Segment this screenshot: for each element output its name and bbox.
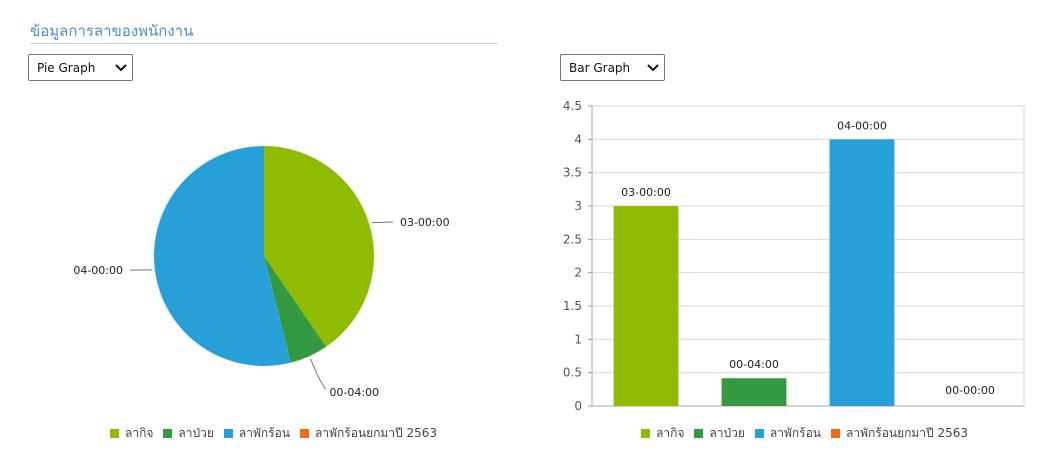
y-tick-label: 4 — [574, 132, 582, 146]
pie-slice — [264, 256, 327, 363]
legend-item[interactable]: ลาพักร้อน — [223, 424, 290, 443]
y-tick-label: 1 — [574, 332, 582, 346]
pie-slice — [154, 146, 291, 366]
y-tick-label: 4.5 — [563, 99, 582, 113]
y-tick-label: 2 — [574, 266, 582, 280]
bar-data-label: 03-00:00 — [621, 186, 671, 199]
legend-item[interactable]: ลาพักร้อน — [754, 424, 821, 443]
pie-chart: 03-00:00 00-04:00 04-00:00 — [73, 146, 450, 399]
section-title: ข้อมูลการลาของพนักงาน — [30, 19, 498, 44]
legend-label: ลาพักร้อน — [238, 426, 290, 440]
y-tick-label: 3 — [574, 199, 582, 213]
legend-swatch — [300, 429, 309, 438]
legend-label: ลากิจ — [125, 426, 154, 440]
chart-type-select-pie[interactable]: Pie Graph — [28, 54, 133, 81]
legend-item[interactable]: ลาพักร้อนยกมาปี 2563 — [300, 424, 437, 443]
legend-swatch — [694, 429, 704, 438]
legend-swatch — [223, 429, 233, 438]
legend-label: ลาพักร้อนยกมาปี 2563 — [315, 426, 438, 440]
legend-label: ลากิจ — [656, 426, 685, 440]
pie-data-label: 00-04:00 — [329, 386, 379, 399]
select-value: Pie Graph — [37, 60, 96, 75]
y-tick-label: 0.5 — [563, 366, 582, 380]
bar — [829, 139, 895, 407]
bar-legend: ลากิจ ลาป่วย ลาพักร้อน ลาพักร้อนยกมาปี 2563 — [641, 424, 978, 443]
bar-chart: 0 0.5 1 1.5 2 2.5 3 3.5 4 4.5 03-00:00 00-04:00 04-0… — [563, 99, 1025, 413]
pie-data-label: 04-00:00 — [73, 264, 123, 277]
bar-data-label: 00-00:00 — [945, 384, 995, 397]
y-tick-label: 2.5 — [563, 232, 582, 246]
y-tick-label: 3.5 — [563, 166, 582, 180]
chevron-down-icon — [642, 54, 664, 81]
pie-slice — [264, 146, 375, 347]
legend-item[interactable]: ลาป่วย — [694, 424, 745, 443]
bar-data-label: 04-00:00 — [837, 119, 887, 132]
legend-swatch — [110, 429, 119, 438]
chevron-down-icon — [110, 54, 132, 81]
pie-legend: ลากิจ ลาป่วย ลาพักร้อน ลาพักร้อนยกมาปี 2563 — [110, 424, 447, 443]
legend-item[interactable]: ลากิจ — [641, 424, 684, 443]
bar — [613, 206, 679, 406]
y-tick-label: 1.5 — [563, 299, 582, 313]
legend-swatch — [831, 429, 840, 438]
legend-label: ลาพักร้อน — [769, 426, 821, 440]
legend-swatch — [754, 429, 764, 438]
legend-item[interactable]: ลาพักร้อนยกมาปี 2563 — [831, 424, 968, 443]
y-tick-label: 0 — [574, 399, 582, 413]
legend-item[interactable]: ลากิจ — [110, 424, 153, 443]
legend-label: ลาพักร้อนยกมาปี 2563 — [846, 426, 969, 440]
chart-type-select-bar[interactable]: Bar Graph — [560, 54, 665, 81]
pie-data-label: 03-00:00 — [400, 216, 450, 229]
legend-label: ลาป่วย — [178, 426, 214, 440]
legend-item[interactable]: ลาป่วย — [163, 424, 214, 443]
select-value: Bar Graph — [569, 60, 631, 75]
pie-label-connector — [309, 358, 326, 390]
bar-data-label: 00-04:00 — [729, 358, 779, 371]
legend-swatch — [163, 429, 173, 438]
legend-label: ลาป่วย — [709, 426, 745, 440]
legend-swatch — [641, 429, 650, 438]
bar — [721, 378, 787, 406]
pie-label-connector — [371, 221, 393, 224]
